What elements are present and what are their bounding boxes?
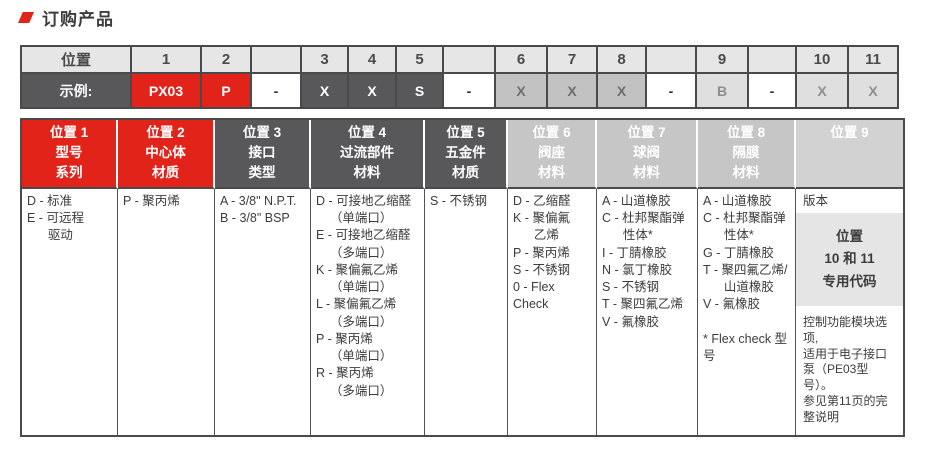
- example-cell-9: B: [697, 74, 749, 107]
- spec-header-pos3-title: 位置 3: [242, 125, 282, 140]
- example-cell-3: X: [302, 74, 349, 107]
- position-spec-table: 位置 1 型号 系列 位置 2 中心体 材质 位置 3 接口 类型 位置 4 过…: [20, 118, 905, 437]
- spec-header-pos9-title: 位置 9: [830, 125, 869, 140]
- spec-options-pos5: S - 不锈钢: [425, 188, 508, 435]
- position-cell-9: 9: [697, 47, 749, 72]
- position-cell-5: 5: [397, 47, 444, 72]
- spec-header-pos6: 位置 6 阀座 材料: [508, 120, 597, 189]
- version-label: 版本: [803, 193, 829, 208]
- spec-header-pos8-title: 位置 8: [726, 125, 766, 140]
- position-gap-cell: [749, 47, 797, 72]
- spec-header-pos2-sub: 中心体 材质: [145, 144, 186, 180]
- example-dash-cell: -: [749, 74, 797, 107]
- spec-header-pos8: 位置 8 隔膜 材料: [698, 120, 796, 189]
- spec-header-pos6-title: 位置 6: [532, 125, 571, 140]
- example-cell-8: X: [598, 74, 647, 107]
- example-dash-cell: -: [647, 74, 697, 107]
- example-cell-11: X: [849, 74, 897, 107]
- position-gap-cell: [252, 47, 302, 72]
- spec-table-header-row: 位置 1 型号 系列 位置 2 中心体 材质 位置 3 接口 类型 位置 4 过…: [22, 120, 903, 189]
- position-cell-1: 1: [132, 47, 202, 72]
- spec-header-pos4-sub: 过流部件 材料: [340, 144, 394, 180]
- example-cell-model: PX03: [132, 74, 202, 107]
- spec-header-pos3: 位置 3 接口 类型: [215, 120, 311, 189]
- example-dash-cell: -: [252, 74, 302, 107]
- example-dash-cell: -: [444, 74, 496, 107]
- position-cell-10: 10: [797, 47, 849, 72]
- spec-options-pos1: D - 标准 E - 可远程 驱动: [22, 188, 118, 435]
- pos10-11-code-box: 位置 10 和 11 专用代码: [796, 213, 903, 306]
- example-label-cell: 示例:: [22, 74, 132, 107]
- position-cell-11: 11: [849, 47, 897, 72]
- position-label-cell: 位置: [22, 47, 132, 72]
- part-number-code-table: 位置 1 2 3 4 5 6 7 8 9 10 11 示例: PX03 P - …: [20, 45, 899, 109]
- spec-table-body-row: D - 标准 E - 可远程 驱动 P - 聚丙烯 A - 3/8" N.P.T…: [22, 188, 903, 435]
- position-cell-2: 2: [202, 47, 252, 72]
- example-cell-4: X: [349, 74, 397, 107]
- spec-options-pos3: A - 3/8" N.P.T. B - 3/8" BSP: [215, 188, 311, 435]
- example-cell-10: X: [797, 74, 849, 107]
- example-cell-6: X: [496, 74, 548, 107]
- spec-header-pos2-title: 位置 2: [146, 125, 185, 140]
- spec-options-pos8: A - 山道橡胶 C - 杜邦聚酯弹 性体* G - 丁腈橡胶 T - 聚四氟乙…: [698, 188, 796, 435]
- spec-options-pos9: 版本 位置 10 和 11 专用代码 控制功能模块选项, 适用于电子接口 泵（P…: [796, 189, 903, 435]
- spec-options-pos6: D - 乙缩醛 K - 聚偏氟 乙烯 P - 聚丙烯 S - 不锈钢 0 - F…: [508, 188, 597, 435]
- example-code-row: 示例: PX03 P - X X S - X X X - B - X X: [22, 74, 897, 107]
- position-cell-4: 4: [349, 47, 397, 72]
- spec-header-pos7: 位置 7 球阀 材料: [597, 120, 698, 189]
- spec-options-pos4: D - 可接地乙缩醛 （单端口） E - 可接地乙缩醛 （多端口） K - 聚偏…: [311, 188, 425, 435]
- position-cell-6: 6: [496, 47, 548, 72]
- spec-header-pos2: 位置 2 中心体 材质: [118, 120, 215, 189]
- pos9-note-text: 控制功能模块选项, 适用于电子接口 泵（PE03型号）。 参见第11页的完 整说…: [803, 314, 888, 424]
- spec-header-pos5-sub: 五金件 材质: [445, 144, 486, 180]
- spec-header-pos3-sub: 接口 类型: [248, 144, 276, 180]
- spec-header-pos4-title: 位置 4: [347, 125, 387, 140]
- spec-header-pos1-title: 位置 1: [49, 125, 89, 140]
- section-title: 订购产品: [42, 10, 114, 29]
- spec-header-pos6-sub: 阀座 材料: [538, 144, 565, 180]
- spec-header-pos5: 位置 5 五金件 材质: [425, 120, 508, 189]
- example-cell-7: X: [548, 74, 598, 107]
- spec-header-pos1: 位置 1 型号 系列: [22, 120, 118, 189]
- spec-options-pos2: P - 聚丙烯: [118, 188, 215, 435]
- spec-header-pos8-sub: 隔膜 材料: [732, 144, 760, 180]
- position-cell-8: 8: [598, 47, 647, 72]
- example-cell-2: P: [202, 74, 252, 107]
- spec-header-pos5-title: 位置 5: [446, 125, 485, 140]
- spec-header-pos7-title: 位置 7: [627, 125, 666, 140]
- spec-header-pos7-sub: 球阀 材料: [633, 144, 660, 180]
- position-gap-cell: [444, 47, 496, 72]
- spec-header-pos4: 位置 4 过流部件 材料: [311, 120, 425, 189]
- position-number-row: 位置 1 2 3 4 5 6 7 8 9 10 11: [22, 47, 897, 74]
- section-header: 订购产品: [18, 5, 114, 30]
- red-flag-icon: [18, 12, 34, 23]
- spec-header-pos1-sub: 型号 系列: [55, 144, 83, 180]
- spec-header-pos9: 位置 9: [796, 120, 903, 189]
- example-cell-5: S: [397, 74, 444, 107]
- position-cell-3: 3: [302, 47, 349, 72]
- position-gap-cell: [647, 47, 697, 72]
- spec-options-pos7: A - 山道橡胶 C - 杜邦聚酯弹 性体* I - 丁腈橡胶 N - 氯丁橡胶…: [597, 188, 698, 435]
- position-cell-7: 7: [548, 47, 598, 72]
